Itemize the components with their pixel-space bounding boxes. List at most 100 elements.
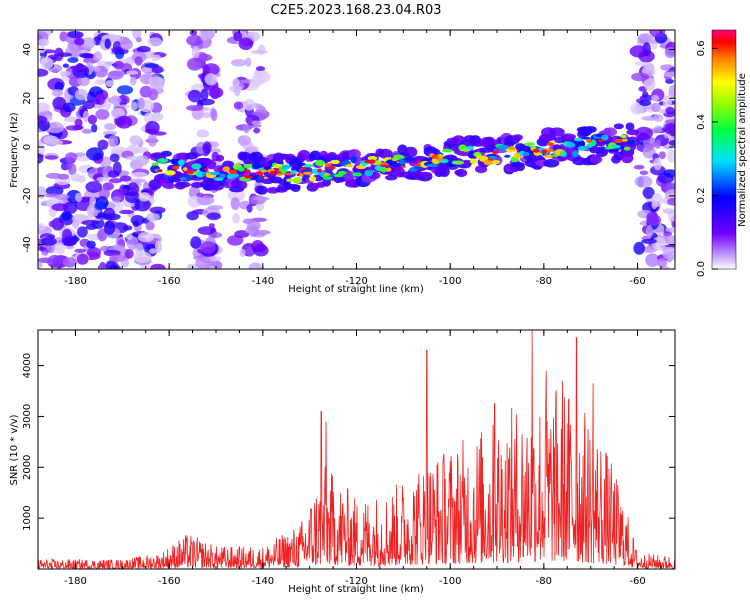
spectrogram-blob [277, 173, 284, 176]
spectrogram-blob [251, 240, 265, 253]
spectrogram-blob [615, 138, 623, 143]
spectrogram-blob [465, 146, 475, 150]
spectrogram-blob [48, 220, 56, 228]
spectrogram-blob [108, 135, 119, 148]
spectrogram-blob [645, 253, 660, 267]
spectrogram-blob [70, 173, 82, 182]
spectrogram-blob [51, 217, 64, 231]
spectrogram-blob [185, 152, 199, 160]
spectrogram-blob [274, 168, 280, 171]
spectrogram-blob [453, 160, 465, 165]
snr-panel: -180 -160 -140 -120 -100 -80 -60 1000 2000 3000 40… [9, 329, 676, 595]
spectrogram-blob [603, 127, 618, 137]
spectrogram-blob [230, 197, 240, 211]
spectrogram-blob [38, 38, 50, 47]
spectrogram-blob [250, 49, 269, 54]
spectrogram-blob [621, 152, 634, 164]
spectrogram-blob [560, 133, 576, 141]
spectrogram-blob [206, 212, 221, 221]
spectrogram-blob [82, 110, 90, 123]
spectrogram-blob [74, 89, 88, 101]
spectrogram-blob [108, 178, 123, 184]
spectrogram-blob [209, 85, 221, 100]
spectrogram-blob [209, 171, 221, 176]
spectrogram-blob [210, 148, 221, 154]
spectrogram-blob [105, 80, 115, 87]
spectrogram-blob [125, 233, 133, 240]
spectrogram-blob [74, 248, 87, 253]
spectrogram-blob [246, 220, 261, 232]
spectrogram-blob [97, 228, 108, 242]
spectrogram-blob [245, 57, 252, 67]
spectrogram-blob [363, 160, 373, 164]
spectrogram-blob [487, 158, 494, 161]
spectrogram-blob [45, 172, 63, 179]
colorbar-gradient [711, 29, 737, 270]
colorbar-tick-label: 0.6 [696, 40, 707, 56]
spectrogram-blob [238, 37, 254, 51]
spectrogram-blob [77, 156, 90, 162]
spectrogram-blob [613, 123, 624, 130]
spectrogram-blob [549, 127, 565, 137]
spectrogram-blob [185, 174, 193, 181]
spectrogram-blob [666, 149, 675, 163]
spectrogram-blob [99, 261, 106, 269]
spectrogram-blob [130, 76, 137, 86]
spectrogram-blob [300, 167, 307, 171]
spectrogram-blob [417, 171, 432, 177]
spectrogram-blob [112, 196, 122, 203]
colorbar: 0.0 0.2 0.4 0.6 Normalized spectral amplitu… [696, 29, 748, 277]
spectrogram-blob [118, 209, 135, 215]
spectrogram-blob [651, 102, 661, 113]
spectrogram-blob [325, 163, 333, 167]
spectrogram-blob [107, 71, 124, 80]
spectrogram-blob [147, 37, 163, 47]
spectrogram-blob [162, 182, 176, 190]
spectrogram-blob [54, 193, 70, 200]
spectrogram-blob [122, 225, 133, 231]
x-tick-label: -140 [251, 276, 274, 287]
spectrogram-blob [623, 146, 631, 151]
spectrogram-blob [252, 196, 270, 201]
spectrogram-blob [455, 168, 468, 178]
spectrogram-blob [263, 176, 268, 179]
spectrogram-blob [103, 220, 116, 235]
spectrogram-blob [87, 207, 95, 215]
spectrogram-blob [541, 149, 547, 154]
spectrogram-blob [62, 228, 72, 242]
spectrogram-blob [148, 88, 159, 101]
spectrogram-blob [654, 139, 661, 149]
spectrogram-blob [191, 163, 202, 170]
spectrogram-blob [260, 169, 268, 173]
spectrogram-blob [81, 219, 100, 226]
spectrogram-blob [198, 73, 206, 79]
spectrogram-blob [413, 164, 422, 167]
spectrogram-blob [251, 120, 262, 126]
spectrogram-blob [256, 185, 268, 195]
spectrogram-blob [573, 138, 584, 142]
spectrogram-blob [665, 227, 675, 233]
spectrogram-blob [196, 129, 210, 138]
spectrogram-blob [175, 181, 191, 188]
spectrogram-blob [303, 171, 312, 175]
spectrogram-blob [95, 109, 110, 120]
spectrogram-blob [270, 170, 276, 175]
spectrogram-blob [149, 248, 157, 254]
spectrogram-blob [232, 212, 241, 224]
colorbar-label: Normalized spectral amplitude [737, 73, 748, 227]
spectrogram-blob [441, 148, 453, 153]
spectrogram-blob [104, 38, 111, 49]
spectrogram-blob [38, 68, 49, 77]
y-tick-label: -20 [22, 188, 33, 204]
spectrogram-blob [233, 101, 243, 110]
spectrogram-blob [543, 158, 560, 168]
spectrogram-blob [620, 138, 629, 142]
spectrogram-blob [38, 261, 43, 269]
figure-title: C2E5.2023.168.23.04.R03 [270, 3, 441, 18]
y-tick-label: 1000 [22, 505, 33, 530]
spectrogram-blob [243, 169, 251, 173]
spectrogram-blob [200, 241, 216, 254]
spectrogram-blob [380, 164, 388, 167]
x-tick-label: -140 [251, 576, 274, 587]
